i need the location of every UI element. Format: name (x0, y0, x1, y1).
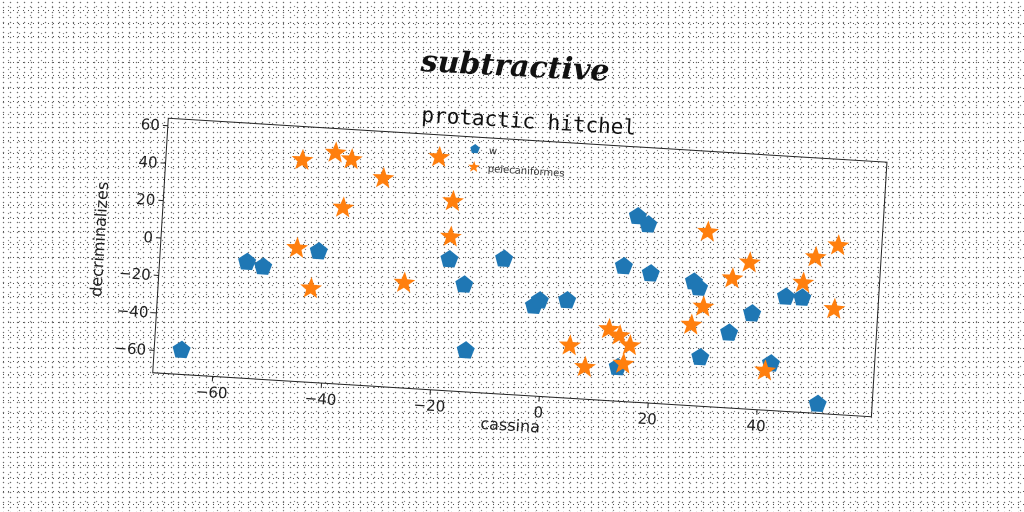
legend: w pelecaniformes (468, 144, 565, 180)
y-tick-label: 20 (136, 190, 156, 209)
plot-area (152, 117, 888, 418)
data-point-pelecaniformes (372, 166, 395, 189)
data-point-pelecaniformes (559, 334, 581, 356)
data-point-w (254, 257, 273, 275)
data-point-w (495, 249, 514, 268)
data-point-pelecaniformes (286, 236, 309, 258)
y-tick-label: 40 (138, 153, 158, 172)
data-point-pelecaniformes (324, 141, 347, 163)
data-point-pelecaniformes (340, 148, 363, 170)
data-point-pelecaniformes (827, 234, 850, 256)
y-tick-label: 0 (143, 228, 154, 247)
series-w (172, 206, 827, 413)
x-tick-label: −60 (195, 382, 228, 402)
y-tick-label: −20 (119, 264, 152, 284)
data-point-pelecaniformes (332, 196, 355, 218)
data-point-pelecaniformes (442, 189, 464, 212)
data-point-pelecaniformes (823, 297, 846, 319)
legend-marker-w (470, 144, 480, 154)
legend-label: pelecaniformes (487, 164, 564, 180)
data-point-w (743, 304, 762, 322)
data-point-pelecaniformes (680, 313, 703, 335)
data-point-pelecaniformes (608, 324, 631, 346)
x-tick-label: −40 (304, 389, 337, 409)
data-point-pelecaniformes (428, 145, 451, 168)
data-point-pelecaniformes (792, 271, 815, 293)
plot-frame (152, 117, 888, 418)
data-point-w (690, 278, 709, 296)
series-layer (172, 141, 850, 413)
data-point-pelecaniformes (697, 220, 719, 242)
x-axis-label: cassina (480, 414, 541, 437)
data-point-pelecaniformes (619, 334, 641, 356)
x-tick-label: −20 (413, 396, 446, 416)
data-point-w (641, 264, 660, 282)
data-point-w (440, 249, 459, 268)
series-pelecaniformes (286, 141, 850, 381)
data-point-w (691, 347, 710, 366)
chart-group: protactic hitchel −60 −40 −20 0 20 40 60 −60 −4… (86, 103, 888, 437)
data-point-w (720, 323, 739, 341)
data-point-pelecaniformes (393, 271, 416, 293)
y-tick-label: −60 (114, 339, 147, 359)
legend-label: w (489, 146, 498, 157)
data-point-pelecaniformes (612, 352, 635, 374)
data-point-pelecaniformes (804, 245, 827, 268)
data-point-w (793, 288, 812, 306)
data-point-w (614, 256, 633, 275)
legend-marker-pelecaniformes (468, 161, 480, 173)
data-point-pelecaniformes (291, 148, 314, 170)
x-axis-ticks: −60 −40 −20 0 20 40 (195, 376, 766, 435)
data-point-w (808, 394, 827, 413)
data-point-w (238, 252, 257, 271)
data-point-w (456, 341, 475, 359)
data-point-pelecaniformes (598, 317, 621, 339)
data-point-w (558, 290, 577, 309)
data-point-pelecaniformes (439, 225, 462, 247)
x-tick-label: 20 (637, 409, 657, 428)
data-point-w (639, 215, 658, 233)
y-axis-ticks: −60 −40 −20 0 20 40 60 (114, 115, 168, 359)
data-point-pelecaniformes (692, 295, 715, 317)
y-tick-label: 60 (140, 115, 160, 134)
x-tick-label: 40 (746, 416, 766, 435)
data-point-pelecaniformes (738, 251, 761, 273)
data-point-w (309, 241, 328, 260)
data-point-w (530, 291, 549, 309)
data-point-pelecaniformes (300, 277, 323, 299)
y-axis-label: decriminalizes (86, 181, 112, 297)
data-point-w (776, 287, 796, 305)
data-point-w (455, 275, 474, 293)
chart-title: protactic hitchel (421, 103, 637, 140)
data-point-pelecaniformes (721, 267, 744, 289)
data-point-w (172, 340, 191, 359)
y-tick-label: −40 (116, 301, 149, 321)
figure-suptitle: subtractive (419, 44, 610, 89)
data-point-pelecaniformes (574, 355, 596, 377)
data-point-pelecaniformes (754, 359, 777, 381)
x-tick-label: 0 (533, 403, 544, 422)
